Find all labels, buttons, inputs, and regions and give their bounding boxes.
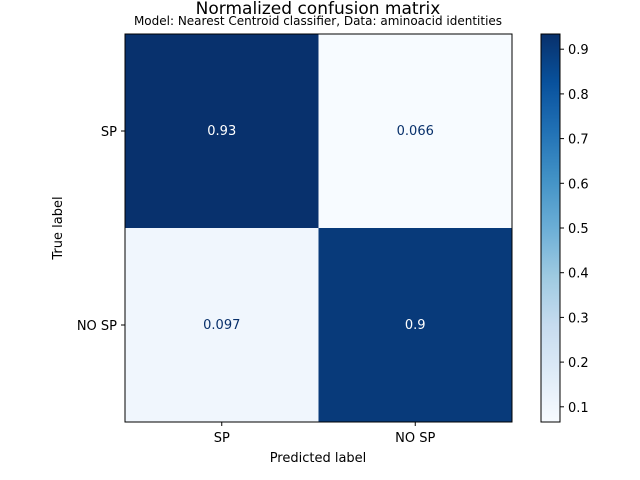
y-axis-label: True label [51,196,66,260]
plot-frame [124,33,513,423]
heatmap-cell [125,228,319,422]
chart-subtitle: Model: Nearest Centroid classifier, Data… [134,14,502,28]
colorbar-tick-label: 0.4 [568,267,589,282]
colorbar-tick-label: 0.3 [568,311,589,326]
colorbar-tick-label: 0.7 [568,133,589,148]
x-tick-label: SP [214,431,230,446]
heatmap-cell [318,228,512,422]
colorbar-tick-label: 0.9 [568,43,589,58]
colorbar [541,34,560,422]
x-axis-label: Predicted label [270,451,367,466]
cell-value-labels: 0.93 0.066 0.097 0.9 [203,124,434,333]
cell-value-label: 0.097 [203,318,240,333]
colorbar-tick-label: 0.5 [568,222,589,237]
heatmap-cell [125,34,319,228]
y-tick-label: NO SP [77,319,117,334]
axis-ticks: SP NO SP SP NO SP [77,125,436,446]
colorbar-tick-label: 0.6 [568,177,589,192]
colorbar-tick-label: 0.1 [568,401,589,416]
cell-value-label: 0.066 [397,124,434,139]
x-tick-label: NO SP [395,431,435,446]
heatmap-cells [125,34,512,422]
chart-title: Normalized confusion matrix [196,0,441,19]
colorbar-tick-label: 0.8 [568,88,589,103]
cell-value-label: 0.9 [405,318,426,333]
cell-value-label: 0.93 [207,124,236,139]
colorbar-ticks: 0.1 0.2 0.3 0.4 0.5 0.6 0.7 0.8 0.9 [560,43,589,416]
heatmap-cell [318,34,512,228]
colorbar-tick-label: 0.2 [568,356,589,371]
y-tick-label: SP [101,125,117,140]
